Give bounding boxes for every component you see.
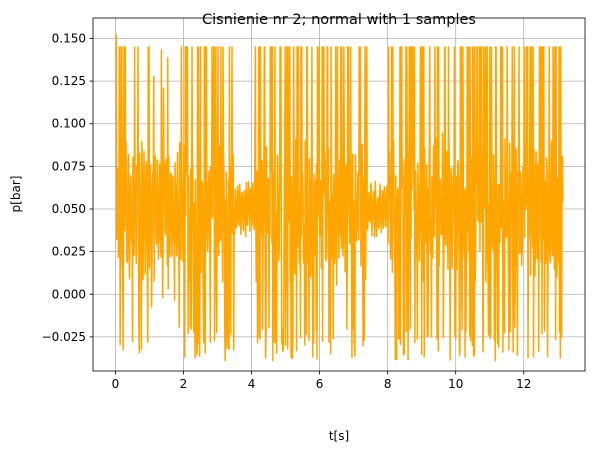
pressure-series-line bbox=[115, 34, 564, 362]
y-tick-label: 0.100 bbox=[52, 117, 86, 131]
x-axis-label: t[s] bbox=[329, 429, 349, 443]
chart-title: Cisnienie nr 2; normal with 1 samples bbox=[202, 12, 476, 28]
y-axis-ticks: −0.025 0.000 0.025 0.050 0.075 0.100 0.125 0.15… bbox=[42, 31, 93, 344]
y-tick-label: 0.125 bbox=[52, 74, 86, 88]
x-axis-ticks: 0 2 4 6 8 10 12 bbox=[112, 371, 531, 391]
x-tick-label: 2 bbox=[180, 377, 188, 391]
y-axis-label: p[bar] bbox=[9, 176, 23, 213]
x-tick-label: 0 bbox=[112, 377, 120, 391]
y-tick-label: 0.075 bbox=[52, 159, 86, 173]
x-tick-label: 6 bbox=[316, 377, 324, 391]
y-tick-label: 0.025 bbox=[52, 245, 86, 259]
y-tick-label: 0.150 bbox=[52, 31, 86, 45]
x-tick-label: 8 bbox=[384, 377, 392, 391]
y-tick-label: 0.050 bbox=[52, 202, 86, 216]
plot-frame bbox=[92, 17, 586, 372]
x-tick-label: 10 bbox=[448, 377, 463, 391]
x-tick-label: 12 bbox=[516, 377, 531, 391]
y-tick-label: 0.000 bbox=[52, 287, 86, 301]
x-tick-label: 4 bbox=[248, 377, 256, 391]
series-lines bbox=[115, 34, 564, 362]
y-tick-label: −0.025 bbox=[42, 330, 86, 344]
